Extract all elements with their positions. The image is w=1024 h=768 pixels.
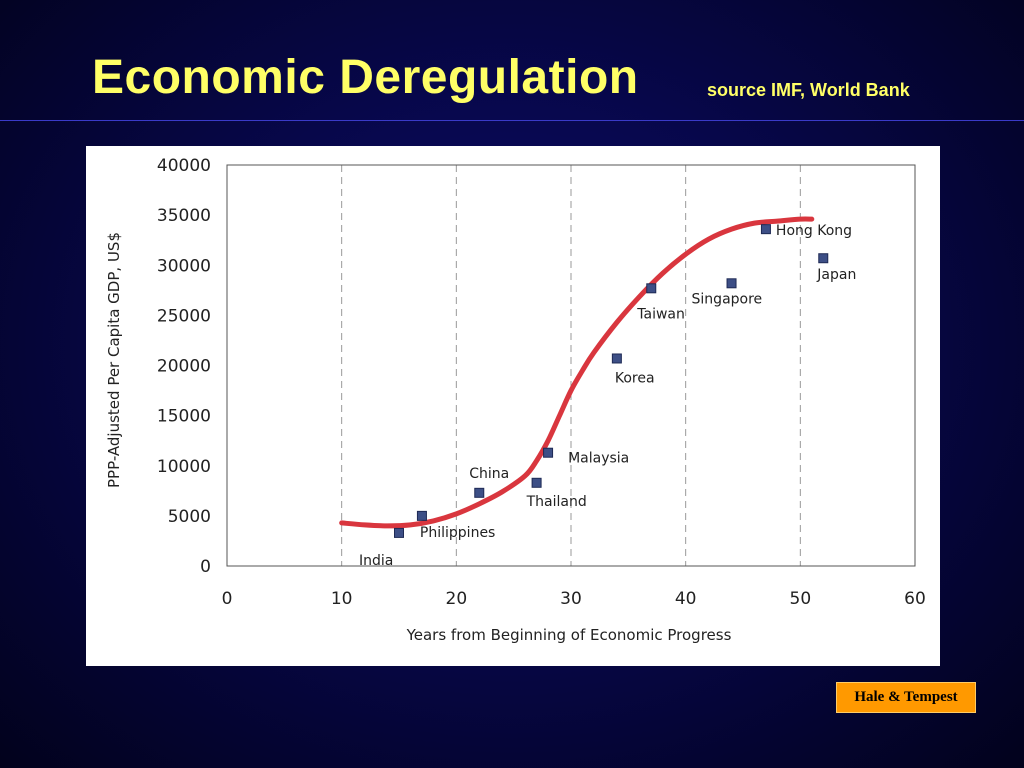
trend-curve — [339, 216, 815, 529]
x-tick-label: 10 — [331, 589, 353, 609]
y-tick-label: 5000 — [168, 507, 211, 527]
chart-panel: 0 10 20 30 40 50 60 0 5000 10000 15000 20000 25000 3… — [86, 146, 940, 666]
y-tick-labels: 0 5000 10000 15000 20000 25000 30000 35000 40000 — [157, 156, 211, 577]
slide-title: Economic Deregulation — [92, 51, 639, 104]
data-points — [394, 224, 829, 538]
point-label: India — [359, 553, 393, 569]
data-point — [818, 253, 829, 264]
data-point — [474, 487, 485, 498]
y-tick-label: 35000 — [157, 206, 211, 226]
data-point — [394, 527, 404, 538]
x-tick-label: 30 — [560, 589, 582, 609]
data-point — [760, 224, 771, 235]
x-tick-label: 0 — [222, 589, 233, 609]
x-tick-label: 60 — [904, 589, 926, 609]
y-tick-label: 25000 — [157, 306, 211, 326]
y-tick-label: 0 — [200, 557, 211, 577]
data-point — [726, 278, 737, 289]
x-axis-label: Years from Beginning of Economic Progres… — [406, 626, 732, 644]
scatter-chart: 0 10 20 30 40 50 60 0 5000 10000 15000 20000 25000 3… — [105, 156, 926, 644]
x-tick-label: 20 — [446, 589, 468, 609]
point-label: Korea — [615, 370, 655, 386]
source-note: source IMF, World Bank — [707, 80, 910, 100]
data-point — [646, 283, 657, 294]
grid-layer — [341, 165, 801, 566]
point-label: Malaysia — [568, 451, 629, 467]
point-label: Philippines — [420, 525, 495, 541]
y-tick-label: 40000 — [157, 156, 211, 176]
title-divider — [0, 120, 1024, 121]
y-tick-label: 10000 — [157, 457, 211, 477]
x-tick-label: 50 — [790, 589, 812, 609]
y-axis-label: PPP-Adjusted Per Capita GDP, US$ — [105, 232, 123, 488]
point-label: Taiwan — [636, 306, 685, 322]
x-tick-label: 40 — [675, 589, 697, 609]
point-label: Thailand — [526, 494, 587, 510]
point-label: Japan — [816, 267, 856, 283]
plot-frame — [226, 164, 916, 567]
x-tick-labels: 0 10 20 30 40 50 60 — [222, 589, 926, 609]
point-label: Singapore — [692, 291, 763, 307]
point-labels: India Philippines China Thailand Malaysia Kor… — [359, 223, 856, 569]
y-tick-label: 15000 — [157, 407, 211, 427]
y-tick-label: 30000 — [157, 256, 211, 276]
data-point — [543, 447, 554, 458]
point-label: Hong Kong — [776, 223, 852, 239]
data-point — [416, 510, 427, 521]
point-label: China — [469, 466, 509, 482]
y-tick-label: 20000 — [157, 357, 211, 377]
data-point — [531, 477, 542, 488]
credit-badge: Hale & Tempest — [836, 682, 976, 713]
data-point — [611, 353, 622, 364]
